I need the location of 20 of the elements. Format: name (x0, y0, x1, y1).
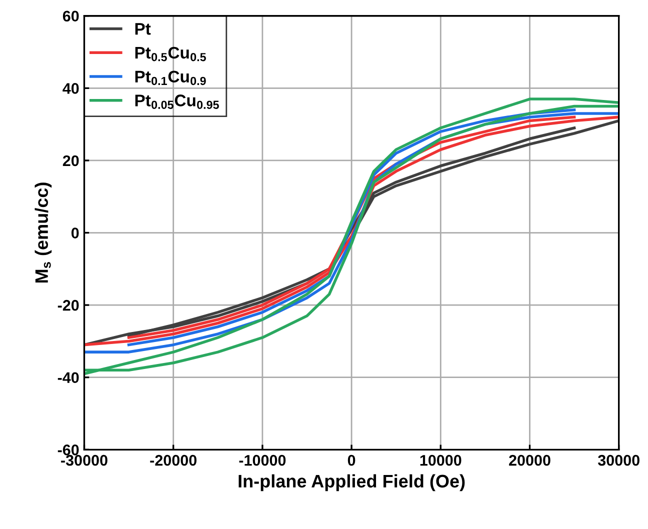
x-tick-label: 10000 (420, 454, 462, 466)
x-tick-label: 20000 (509, 454, 550, 466)
x-tick-label: -20000 (150, 454, 196, 466)
y-tick-label: -40 (58, 372, 79, 384)
x-tick-label: 0 (348, 454, 356, 466)
y-tick-label: -20 (58, 300, 79, 311)
legend-label: Pt$_{0.05}$Cu$_{0.95}$ (135, 94, 219, 109)
x-tick-label: -30000 (61, 454, 108, 466)
legend-label: Pt$_{0.1}$Cu$_{0.9}$ (135, 70, 206, 86)
x-tick-label: 30000 (598, 454, 640, 466)
legend-label: Pt (135, 23, 151, 35)
y-tick-label: -60 (58, 444, 79, 456)
y-tick-label: 20 (62, 155, 79, 166)
legend-label: Pt$_{0.5}$Cu$_{0.5}$ (135, 46, 206, 62)
x-tick-label: -10000 (239, 454, 286, 466)
y-tick-label: 60 (62, 10, 79, 22)
x-axis-title: In-plane Applied Field (Oe) (238, 474, 465, 492)
y-tick-label: 40 (62, 83, 79, 94)
y-tick-label: 0 (71, 228, 79, 238)
y-axis-title: M$_{s}$ (emu/cc) (34, 182, 52, 283)
